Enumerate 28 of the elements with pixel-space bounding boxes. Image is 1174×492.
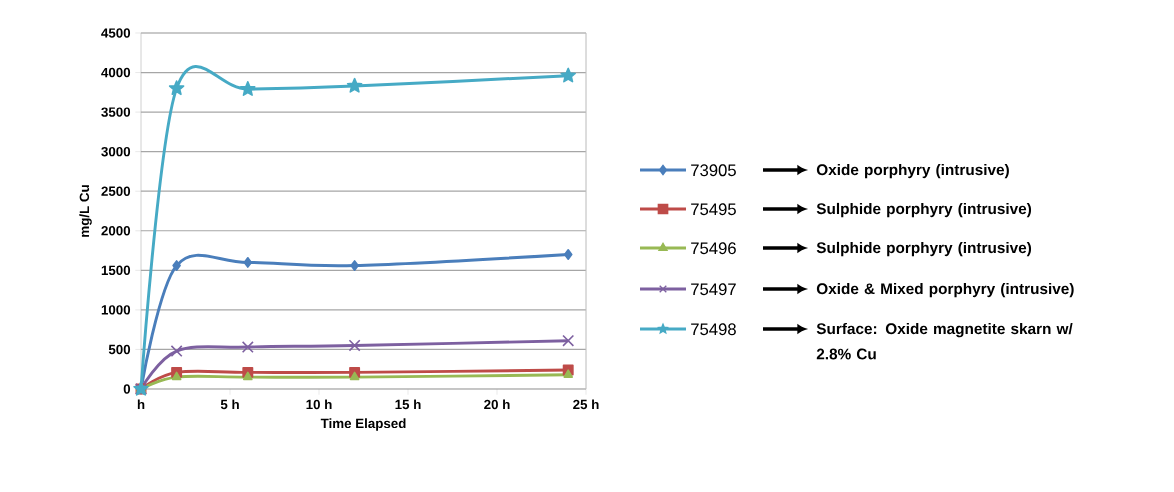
- y-tick-label: 1500: [101, 265, 131, 276]
- x-tick-label: 5 h: [220, 399, 239, 410]
- y-axis-title: mg/L Cu: [79, 185, 92, 237]
- y-tick-label: 4500: [101, 28, 131, 38]
- y-tick-label: 2000: [101, 226, 131, 236]
- y-tick-label: 0: [123, 384, 131, 394]
- text: Sulphide porphyry (intrusive): [816, 202, 1032, 218]
- text: Surface: Oxide magnetite skarn w/ 2.8% Cu: [816, 322, 1073, 360]
- text: Oxide porphyry (intrusive): [816, 163, 1009, 179]
- x-axis-title: Time Elapsed: [320, 418, 406, 431]
- legend-label: 75496: [691, 242, 736, 255]
- legend-label: 75498: [691, 323, 736, 336]
- text: Oxide & Mixed porphyry (intrusive): [816, 282, 1074, 298]
- x-tick-label: 20 h: [484, 399, 510, 410]
- legend-label: 75495: [691, 203, 736, 216]
- y-tick-label: 3000: [101, 146, 131, 157]
- legend-label: 73905: [691, 164, 736, 177]
- x-tick-label: 10 h: [306, 399, 332, 410]
- text: Sulphide porphyry (intrusive): [816, 241, 1032, 257]
- x-tick-label: 25 h: [573, 399, 599, 410]
- y-tick-label: 500: [108, 344, 131, 355]
- y-tick-label: 1000: [101, 305, 131, 315]
- legend-label: 75497: [691, 283, 736, 296]
- x-tick-label: h: [137, 399, 145, 410]
- y-tick-label: 2500: [101, 186, 131, 196]
- y-tick-label: 3500: [101, 107, 131, 117]
- y-tick-label: 4000: [101, 67, 131, 78]
- x-tick-label: 15 h: [395, 399, 421, 410]
